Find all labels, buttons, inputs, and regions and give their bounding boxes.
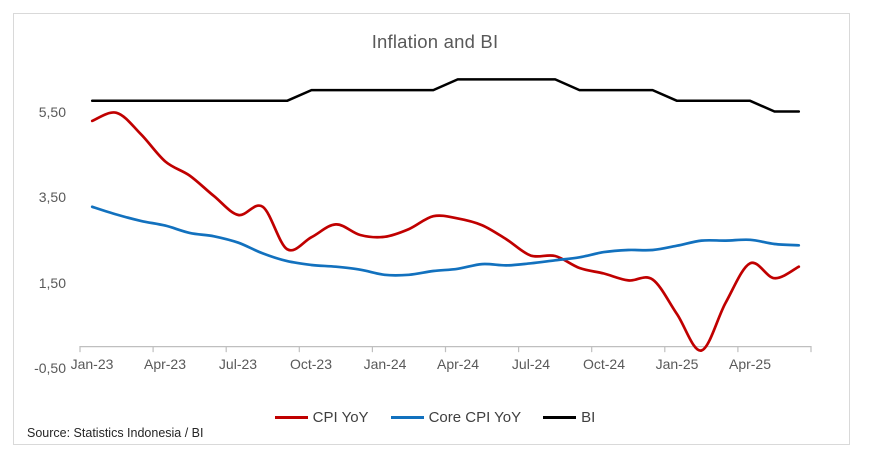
y-axis-tick-label: 3,50 [38, 189, 66, 205]
series-line-core-cpi-yoy [90, 205, 801, 277]
chart-frame [13, 13, 850, 445]
x-axis-tick-label: Jul-23 [218, 356, 258, 372]
legend-label: BI [581, 409, 596, 426]
legend-line-swatch [274, 416, 308, 419]
x-axis-tick-label: Jul-24 [511, 356, 551, 372]
y-axis-tick-label: -0,50 [34, 360, 66, 376]
series-line-bi [90, 78, 801, 113]
legend-label: CPI YoY [312, 409, 369, 426]
x-axis-tick-label: Apr-23 [143, 356, 187, 372]
legend-line-swatch [543, 416, 577, 419]
source-note: Source: Statistics Indonesia / BI [27, 426, 204, 440]
x-axis-tick-label: Apr-25 [728, 356, 772, 372]
legend-item-core-cpi-yoy: Core CPI YoY [390, 409, 522, 426]
legend-label: Core CPI YoY [428, 409, 522, 426]
x-axis-tick-label: Jan-25 [655, 356, 699, 372]
x-axis-tick-label: Jan-24 [363, 356, 407, 372]
legend: CPI YoY Core CPI YoY BI [0, 409, 870, 426]
legend-line-swatch [390, 416, 424, 419]
legend-item-bi: BI [543, 409, 595, 426]
y-axis-tick-label: 1,50 [38, 275, 66, 291]
x-axis-tick-label: Jan-23 [70, 356, 114, 372]
x-axis-tick-label: Oct-24 [582, 356, 625, 372]
x-axis-tick-label: Oct-23 [289, 356, 332, 372]
chart-title: Inflation and BI [371, 31, 499, 52]
y-axis-tick-label: 5,50 [38, 104, 66, 120]
x-axis-tick-label: Apr-24 [436, 356, 480, 372]
legend-item-cpi-yoy: CPI YoY [274, 409, 369, 426]
series-line-cpi-yoy [90, 111, 801, 352]
